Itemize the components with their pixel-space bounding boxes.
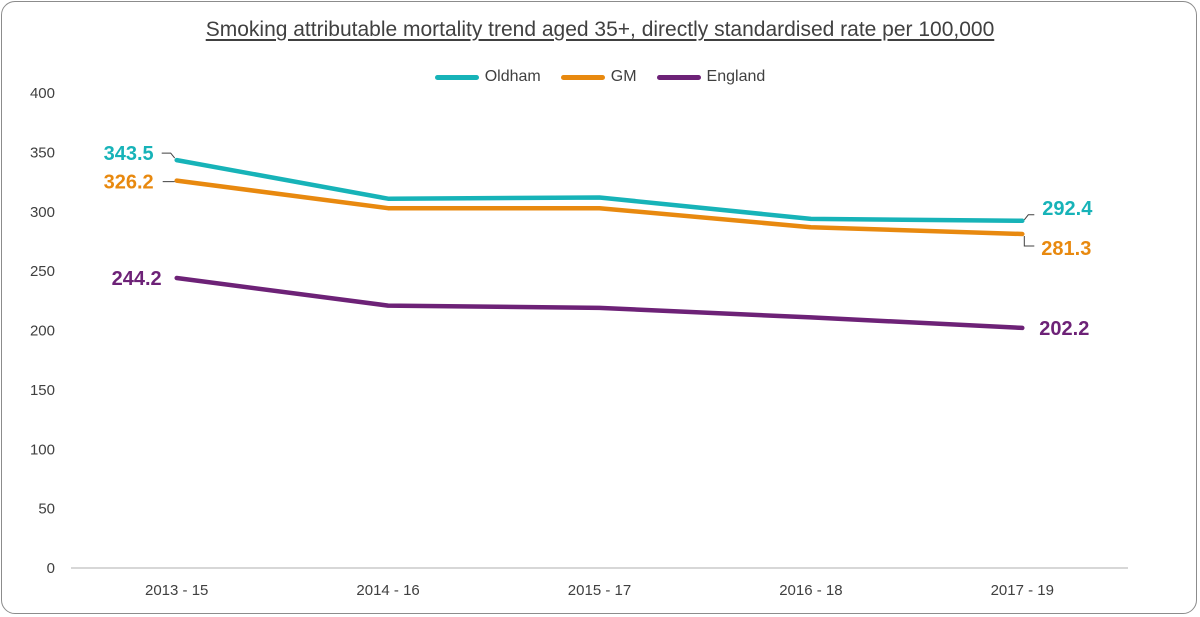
y-tick-label: 200 bbox=[30, 323, 55, 340]
legend-item-gm: GM bbox=[560, 68, 637, 86]
data-label: 343.5 bbox=[104, 143, 154, 165]
y-tick-label: 300 bbox=[30, 204, 55, 221]
legend-item-oldham: Oldham bbox=[434, 68, 541, 86]
chart-title: Smoking attributable mortality trend age… bbox=[205, 18, 995, 41]
series-line-gm bbox=[174, 178, 1025, 237]
x-tick-label: 2014 - 16 bbox=[356, 582, 419, 599]
series-line-oldham bbox=[174, 157, 1025, 224]
legend-swatch-oldham bbox=[434, 74, 479, 80]
legend-label-england: England bbox=[706, 68, 766, 85]
y-tick-label: 50 bbox=[38, 501, 55, 518]
data-label: 244.2 bbox=[112, 268, 162, 290]
y-tick-label: 250 bbox=[30, 263, 55, 280]
data-label-leader bbox=[1023, 235, 1035, 247]
y-tick-label: 0 bbox=[47, 560, 55, 577]
data-label-leader bbox=[1023, 214, 1035, 221]
legend-label-oldham: Oldham bbox=[484, 68, 541, 85]
data-label-leader bbox=[161, 152, 176, 159]
y-tick-label: 350 bbox=[30, 144, 55, 161]
legend-swatch-gm bbox=[560, 74, 605, 80]
x-tick-label: 2017 - 19 bbox=[991, 582, 1054, 599]
legend: Oldham GM England bbox=[0, 68, 1200, 86]
x-tick-label: 2015 - 17 bbox=[568, 582, 631, 599]
x-tick-label: 2016 - 18 bbox=[779, 582, 842, 599]
y-tick-label: 400 bbox=[30, 85, 55, 102]
x-tick-label: 2013 - 15 bbox=[145, 582, 208, 599]
series-line-england bbox=[174, 275, 1025, 331]
legend-swatch-england bbox=[656, 74, 701, 80]
y-tick-label: 100 bbox=[30, 441, 55, 458]
legend-item-england: England bbox=[656, 68, 766, 86]
y-tick-label: 150 bbox=[30, 382, 55, 399]
data-label: 202.2 bbox=[1039, 318, 1089, 340]
data-label: 292.4 bbox=[1042, 198, 1093, 220]
legend-label-gm: GM bbox=[610, 68, 637, 85]
data-label: 281.3 bbox=[1041, 238, 1091, 260]
data-label: 326.2 bbox=[104, 172, 154, 194]
